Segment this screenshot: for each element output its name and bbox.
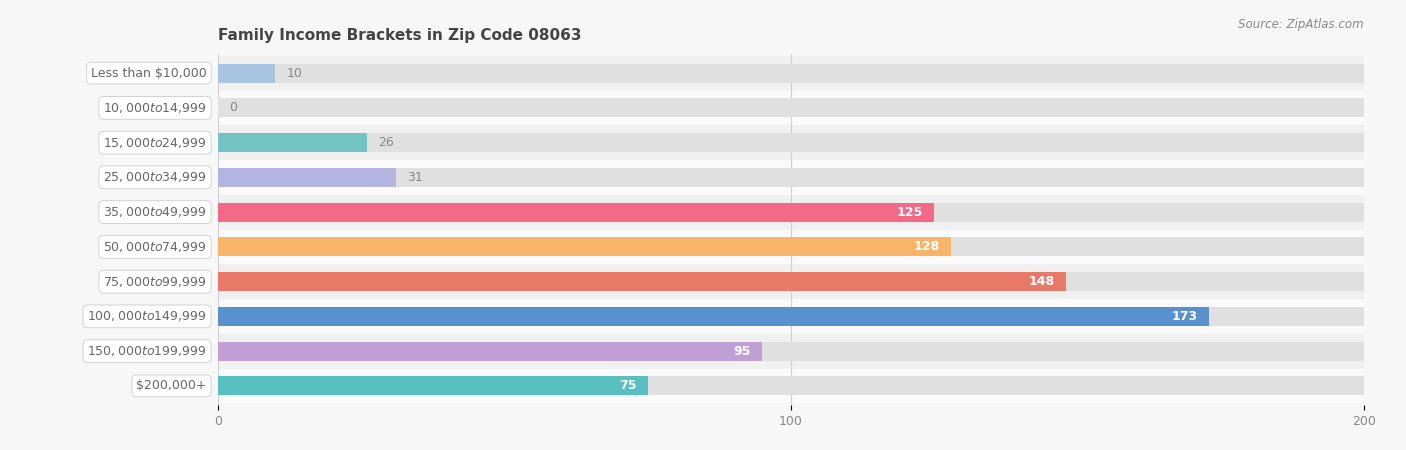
Bar bbox=[218, 98, 1364, 117]
Bar bbox=[218, 168, 395, 187]
Bar bbox=[218, 334, 1364, 369]
Text: Less than $10,000: Less than $10,000 bbox=[91, 67, 207, 80]
Bar bbox=[218, 160, 1364, 195]
Bar bbox=[218, 342, 762, 361]
Text: 173: 173 bbox=[1171, 310, 1198, 323]
Text: $15,000 to $24,999: $15,000 to $24,999 bbox=[103, 135, 207, 149]
Text: Source: ZipAtlas.com: Source: ZipAtlas.com bbox=[1239, 18, 1364, 31]
Text: $35,000 to $49,999: $35,000 to $49,999 bbox=[103, 205, 207, 219]
Text: 26: 26 bbox=[378, 136, 394, 149]
Text: $10,000 to $14,999: $10,000 to $14,999 bbox=[103, 101, 207, 115]
Bar bbox=[218, 264, 1364, 299]
Text: $100,000 to $149,999: $100,000 to $149,999 bbox=[87, 310, 207, 324]
Text: $25,000 to $34,999: $25,000 to $34,999 bbox=[103, 171, 207, 184]
Bar bbox=[218, 133, 1364, 152]
Bar bbox=[218, 90, 1364, 125]
Text: 125: 125 bbox=[897, 206, 922, 219]
Bar bbox=[218, 376, 1364, 396]
Bar bbox=[218, 307, 1209, 326]
Bar bbox=[218, 168, 1364, 187]
Bar bbox=[218, 63, 276, 83]
Text: $50,000 to $74,999: $50,000 to $74,999 bbox=[103, 240, 207, 254]
Bar bbox=[218, 376, 648, 396]
Bar bbox=[218, 369, 1364, 403]
Bar bbox=[218, 299, 1364, 334]
Text: 75: 75 bbox=[619, 379, 636, 392]
Text: Family Income Brackets in Zip Code 08063: Family Income Brackets in Zip Code 08063 bbox=[218, 28, 582, 43]
Text: $150,000 to $199,999: $150,000 to $199,999 bbox=[87, 344, 207, 358]
Bar bbox=[218, 237, 1364, 256]
Bar bbox=[218, 125, 1364, 160]
Text: 10: 10 bbox=[287, 67, 302, 80]
Text: 148: 148 bbox=[1028, 275, 1054, 288]
Bar bbox=[218, 133, 367, 152]
Text: 31: 31 bbox=[406, 171, 423, 184]
Bar bbox=[218, 56, 1364, 90]
Bar bbox=[218, 342, 1364, 361]
Bar bbox=[218, 272, 1364, 291]
Text: 0: 0 bbox=[229, 101, 238, 114]
Bar bbox=[218, 272, 1066, 291]
Bar bbox=[218, 195, 1364, 230]
Bar bbox=[218, 307, 1364, 326]
Text: $200,000+: $200,000+ bbox=[136, 379, 207, 392]
Text: 95: 95 bbox=[734, 345, 751, 358]
Bar bbox=[218, 230, 1364, 264]
Bar bbox=[218, 237, 952, 256]
Text: 128: 128 bbox=[914, 240, 939, 253]
Bar bbox=[218, 202, 1364, 222]
Text: $75,000 to $99,999: $75,000 to $99,999 bbox=[103, 274, 207, 288]
Bar bbox=[218, 63, 1364, 83]
Bar bbox=[218, 202, 934, 222]
